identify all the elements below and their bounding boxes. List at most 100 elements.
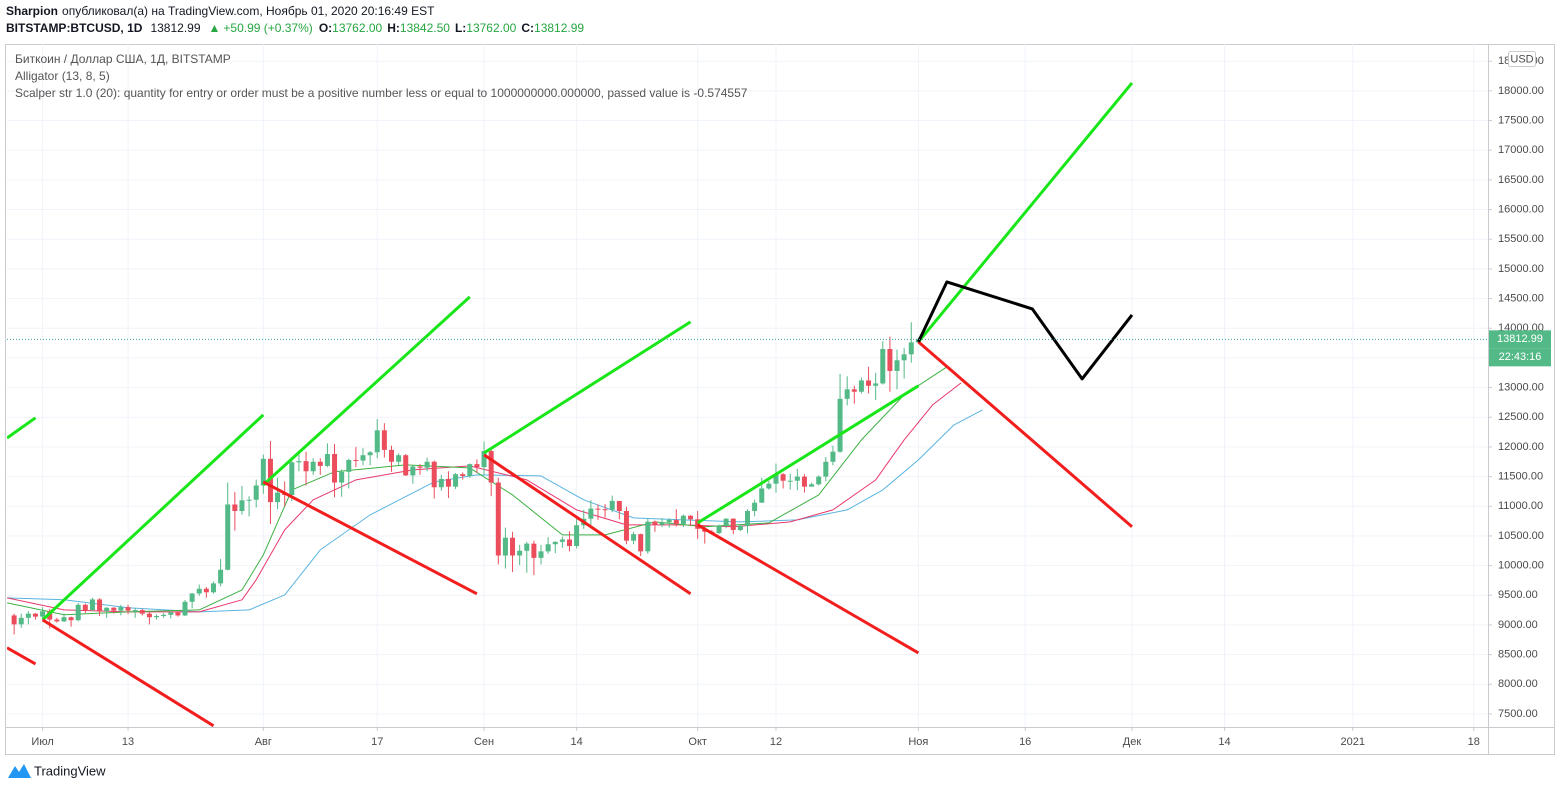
candle-body — [730, 518, 736, 530]
candle-body — [75, 604, 81, 621]
published: опубликовал(а) на TradingView.com, Ноябр… — [62, 4, 435, 18]
candle-body — [737, 525, 743, 530]
countdown-label: 22:43:16 — [1499, 351, 1542, 363]
candle-body — [381, 430, 387, 450]
candle-body — [175, 612, 181, 616]
candle-body — [239, 500, 245, 512]
candle-body — [595, 508, 601, 510]
y-tick-label: 17500.00 — [1498, 114, 1544, 126]
trend-line — [917, 81, 1134, 343]
high-label: H: — [387, 21, 400, 35]
x-tick-label: Окт — [688, 736, 707, 748]
candle-body — [388, 449, 394, 462]
candle-body — [18, 617, 24, 625]
candle-body — [47, 611, 53, 620]
trend-line — [7, 646, 37, 666]
close-value: 13812.99 — [534, 21, 584, 35]
candle-body — [823, 461, 829, 477]
x-tick-label: Сен — [474, 736, 494, 748]
candle-body — [766, 483, 772, 489]
candle-body — [367, 452, 373, 456]
y-tick-label: 10000.00 — [1498, 560, 1544, 572]
y-tick-label: 18000.00 — [1498, 85, 1544, 97]
candle-body — [267, 458, 273, 503]
candle-body — [616, 500, 622, 512]
candle-body — [417, 466, 423, 468]
candle-body — [502, 537, 508, 556]
candle-body — [139, 610, 145, 614]
candle-body — [495, 482, 501, 556]
y-tick-label: 15000.00 — [1498, 263, 1544, 275]
candle-body — [189, 593, 195, 602]
candle-body — [830, 451, 836, 462]
candle-body — [588, 508, 594, 519]
candle-body — [161, 614, 167, 617]
candle-body — [289, 462, 295, 495]
x-tick-label: 12 — [770, 736, 782, 748]
candle-body — [723, 518, 729, 526]
y-tick-label: 9000.00 — [1498, 619, 1538, 631]
candle-body — [168, 612, 174, 615]
trend-line — [696, 384, 920, 525]
candle-body — [894, 360, 900, 371]
alligator-line — [7, 409, 983, 613]
candle-body — [196, 588, 202, 594]
candle-body — [360, 455, 366, 461]
candle-body — [673, 519, 679, 525]
high-value: 13842.50 — [400, 21, 450, 35]
symbol: BITSTAMP:BTCUSD, 1D — [6, 21, 143, 35]
chart-frame — [5, 44, 1555, 755]
y-tick-label: 10500.00 — [1498, 530, 1544, 542]
y-tick-label: 11500.00 — [1498, 470, 1543, 482]
candle-body — [40, 611, 46, 617]
y-tick-label: 8000.00 — [1498, 678, 1538, 690]
y-tick-label: 12500.00 — [1498, 411, 1544, 423]
candle-body — [631, 534, 637, 541]
candle-body — [225, 504, 231, 570]
candle-body — [460, 474, 466, 476]
candle-body — [602, 509, 608, 511]
candle-body — [424, 461, 430, 468]
trend-line — [917, 340, 1133, 528]
candle-body — [566, 539, 572, 547]
candle-body — [403, 455, 409, 476]
candle-body — [339, 471, 345, 483]
candle-body — [246, 499, 252, 501]
candle-body — [203, 588, 209, 593]
low-label: L: — [455, 21, 466, 35]
candle-body — [61, 617, 67, 622]
candle-body — [531, 543, 537, 558]
change: +50.99 (+0.37%) — [223, 21, 312, 35]
trend-line — [41, 618, 215, 727]
candle-body — [296, 461, 302, 463]
candle-body — [474, 464, 480, 468]
currency-label: USD — [1510, 53, 1533, 65]
y-tick-label: 16000.00 — [1498, 203, 1544, 215]
candle-body — [887, 349, 893, 371]
candle-body — [396, 455, 402, 462]
candle-body — [666, 519, 672, 523]
legend-symbol: Биткоин / Доллар США, 1Д, BITSTAMP — [15, 52, 231, 66]
candle-body — [652, 521, 658, 525]
x-tick-label: 14 — [1218, 736, 1230, 748]
candle-body — [638, 534, 644, 552]
candle-body — [317, 461, 323, 466]
x-tick-label: Ноя — [908, 736, 928, 748]
y-tick-label: 13000.00 — [1498, 381, 1544, 393]
candle-body — [809, 484, 815, 487]
price-label: 13812.99 — [1497, 333, 1543, 345]
candle-body — [89, 599, 95, 611]
author: Sharpion — [6, 4, 58, 18]
candle-body — [11, 615, 17, 625]
candle-body — [374, 430, 380, 453]
candle-body — [488, 451, 494, 483]
y-tick-label: 7500.00 — [1498, 708, 1538, 720]
candle-body — [310, 461, 316, 472]
candle-body — [68, 617, 74, 621]
logo-icon — [8, 764, 31, 778]
candle-body — [745, 511, 750, 526]
candle-body — [645, 521, 651, 552]
close-label: C: — [521, 21, 534, 35]
candle-body — [880, 349, 886, 384]
y-tick-label: 14500.00 — [1498, 292, 1544, 304]
